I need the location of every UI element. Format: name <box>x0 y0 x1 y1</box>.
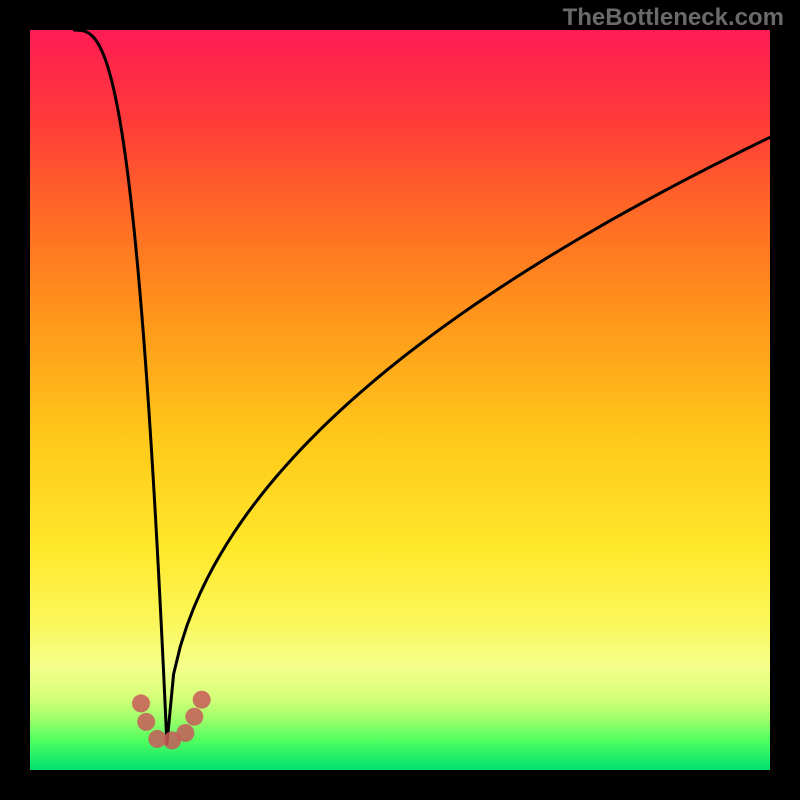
data-marker <box>185 708 203 726</box>
curve-overlay <box>30 30 770 770</box>
plot-area <box>30 30 770 770</box>
bottleneck-curve <box>74 30 770 744</box>
data-marker <box>132 694 150 712</box>
chart-container: TheBottleneck.com <box>0 0 800 800</box>
data-marker <box>193 691 211 709</box>
data-marker <box>137 713 155 731</box>
data-marker <box>176 724 194 742</box>
watermark-text: TheBottleneck.com <box>563 4 784 32</box>
